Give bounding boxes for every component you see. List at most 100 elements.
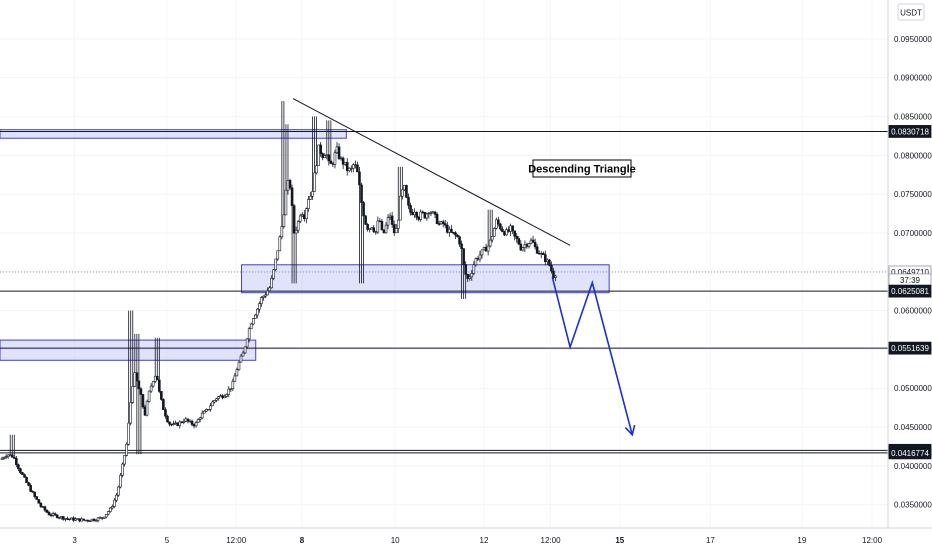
time-axis-background[interactable] <box>0 528 932 550</box>
candle-layer <box>0 100 557 523</box>
candle-body <box>45 509 49 513</box>
candle-body <box>435 214 439 225</box>
candle-body <box>64 518 67 520</box>
supply-demand-zone[interactable] <box>241 264 610 294</box>
price-axis-background[interactable] <box>888 0 932 528</box>
candle-body <box>41 506 45 508</box>
candle-body <box>25 476 28 483</box>
candle-body <box>441 221 445 224</box>
candle-body <box>260 297 263 304</box>
candle-body <box>213 400 216 403</box>
candle-body <box>272 269 275 279</box>
candle-body <box>417 216 420 220</box>
candle-body <box>376 220 380 233</box>
candle-body <box>90 518 94 522</box>
descending-trendline[interactable] <box>292 98 571 246</box>
candle-body <box>88 520 92 522</box>
candle-body <box>311 191 314 197</box>
candle-body <box>166 415 169 423</box>
candle-body <box>470 273 474 278</box>
candle-body <box>209 405 212 410</box>
candle-body <box>176 422 179 426</box>
candle-body <box>511 225 514 232</box>
candle-body <box>155 375 159 381</box>
y-tick-label: 0.0700000 <box>894 229 932 238</box>
y-tick-label: 0.0350000 <box>894 501 932 510</box>
x-tick-label: 12 <box>480 536 489 545</box>
candle-body <box>548 259 551 266</box>
candle-body <box>309 195 312 200</box>
y-tick-label: 0.0450000 <box>894 423 932 432</box>
candle-body <box>315 165 318 174</box>
candle-body <box>147 390 151 402</box>
candle-body <box>8 454 12 456</box>
candle-body <box>519 243 523 251</box>
drawing-layer <box>292 98 636 437</box>
candle-body <box>529 239 533 244</box>
candle-body <box>108 507 112 512</box>
candle-body <box>394 228 398 234</box>
candle-body <box>347 167 351 171</box>
x-tick-label: 15 <box>615 536 624 545</box>
candle-body <box>413 211 416 216</box>
y-tick-label: 0.0750000 <box>894 190 932 199</box>
candle-body <box>82 518 86 521</box>
candle-body <box>323 155 327 159</box>
candle-body <box>98 517 102 519</box>
candle-body <box>474 258 478 266</box>
candle-body <box>537 252 541 255</box>
candle-body <box>106 511 110 515</box>
projection-path[interactable] <box>551 277 634 436</box>
supply-demand-zone[interactable] <box>0 339 257 361</box>
level-layer <box>0 130 888 454</box>
candle-body <box>66 518 69 520</box>
candle-body <box>249 323 253 330</box>
candle-body <box>443 223 447 226</box>
candle-body <box>321 153 324 159</box>
x-tick-label: 12:00 <box>541 536 562 545</box>
candle-body <box>288 180 292 189</box>
candle-body <box>460 243 463 250</box>
candle-body <box>268 287 271 292</box>
candle-body <box>194 422 198 427</box>
candle-body <box>129 402 133 424</box>
currency-badge[interactable] <box>897 3 925 21</box>
candle-body <box>31 491 34 493</box>
candle-body <box>180 421 184 424</box>
candle-body <box>405 185 408 198</box>
candle-body <box>196 419 200 423</box>
y-tick-label: 0.0500000 <box>894 384 932 393</box>
price-label-tag <box>888 446 932 460</box>
time-axis[interactable]: 3 5 12:00 8 10 12 12:00 15 17 19 12:00 <box>72 536 882 545</box>
candle-body <box>59 516 63 518</box>
candle-body <box>262 295 265 298</box>
candle-body <box>501 228 504 232</box>
candle-body <box>421 211 425 214</box>
candle-body <box>0 457 4 460</box>
candle-body <box>300 214 304 217</box>
candle-body <box>331 163 335 165</box>
annotation-box[interactable]: Descending Triangle <box>528 159 636 178</box>
candle-body <box>521 247 525 251</box>
candle-body <box>2 457 6 459</box>
candle-body <box>290 187 294 207</box>
candle-body <box>523 244 527 248</box>
candle-body <box>190 420 194 425</box>
candle-body <box>158 379 161 392</box>
candle-body <box>341 157 345 165</box>
candle-body <box>509 225 512 232</box>
candle-body <box>229 388 233 390</box>
candle-body <box>495 219 498 229</box>
candle-body <box>102 516 106 519</box>
candle-body <box>403 185 406 191</box>
candle-body <box>490 236 494 241</box>
candle-body <box>384 224 388 234</box>
candle-body <box>366 224 369 230</box>
candle-body <box>43 506 47 511</box>
candle-body <box>192 424 196 427</box>
candle-body <box>53 513 57 516</box>
candle-body <box>211 401 214 407</box>
supply-demand-zone[interactable] <box>0 129 347 139</box>
